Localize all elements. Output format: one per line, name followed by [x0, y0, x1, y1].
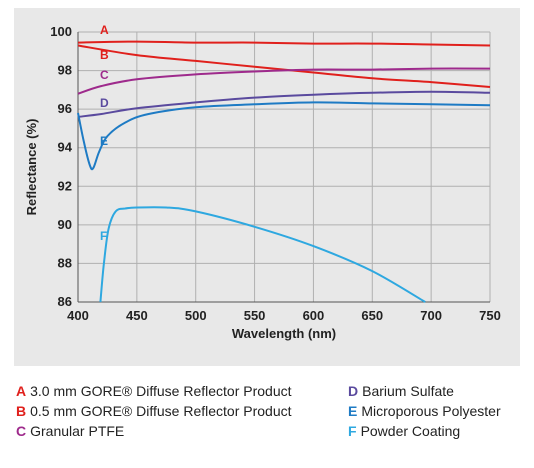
legend-marker-b: B	[16, 403, 27, 419]
legend-marker-a: A	[16, 383, 27, 399]
legend-marker-d: D	[348, 383, 359, 399]
legend-label-c: Granular PTFE	[30, 423, 125, 439]
series-tag-c: C	[100, 68, 109, 82]
x-tick-label-500: 500	[185, 308, 207, 323]
series-tag-e: E	[100, 134, 108, 148]
series-line-c	[77, 67, 491, 95]
x-tick-label-600: 600	[303, 308, 325, 323]
x-tick-label-650: 650	[361, 308, 383, 323]
legend-item-c: C Granular PTFE	[16, 422, 124, 440]
y-tick-label-86: 86	[58, 294, 72, 309]
legend-item-e: E Microporous Polyester	[348, 402, 501, 420]
tick-labels: 86 88 90 92 94 96 98 100 400 450 500 550 600 650 700 75…	[50, 24, 501, 323]
legend-label-e: Microporous Polyester	[361, 403, 501, 419]
series-line-a	[77, 40, 491, 47]
series-line-b	[77, 44, 491, 88]
series-line-f	[99, 206, 426, 303]
y-tick-label-92: 92	[58, 178, 72, 193]
y-tick-label-98: 98	[58, 63, 72, 78]
x-tick-label-750: 750	[479, 308, 501, 323]
x-axis-title: Wavelength (nm)	[232, 326, 336, 341]
legend-label-f: Powder Coating	[360, 423, 461, 439]
x-tick-label-700: 700	[420, 308, 442, 323]
legend-marker-e: E	[348, 403, 358, 419]
legend-item-b: B 0.5 mm GORE® Diffuse Reflector Product	[16, 402, 292, 420]
chart-panel: 86 88 90 92 94 96 98 100 400 450 500 550 600 650 700 75…	[14, 8, 520, 366]
legend-marker-f: F	[348, 423, 357, 439]
series-line-d	[77, 90, 491, 118]
x-tick-label-400: 400	[67, 308, 89, 323]
legend-label-b: 0.5 mm GORE® Diffuse Reflector Product	[30, 403, 292, 419]
y-tick-label-88: 88	[58, 255, 72, 270]
series-tag-f: F	[100, 229, 107, 243]
legend: A 3.0 mm GORE® Diffuse Reflector Product …	[16, 380, 526, 460]
series-tag-a: A	[100, 23, 109, 37]
y-tick-label-100: 100	[50, 24, 72, 39]
legend-label-d: Barium Sulfate	[362, 383, 454, 399]
x-tick-label-550: 550	[244, 308, 266, 323]
series-layer	[77, 40, 491, 303]
reflectance-chart: 86 88 90 92 94 96 98 100 400 450 500 550 600 650 700 75…	[24, 23, 501, 341]
y-tick-label-90: 90	[58, 217, 72, 232]
legend-item-a: A 3.0 mm GORE® Diffuse Reflector Product	[16, 382, 292, 400]
legend-item-d: D Barium Sulfate	[348, 382, 454, 400]
grid	[77, 31, 491, 303]
series-tag-b: B	[100, 48, 109, 62]
series-tag-d: D	[100, 96, 109, 110]
y-tick-label-94: 94	[58, 140, 73, 155]
y-tick-label-96: 96	[58, 101, 72, 116]
legend-label-a: 3.0 mm GORE® Diffuse Reflector Product	[30, 383, 292, 399]
legend-item-f: F Powder Coating	[348, 422, 460, 440]
y-axis-title: Reflectance (%)	[24, 119, 39, 216]
x-tick-label-450: 450	[126, 308, 148, 323]
legend-marker-c: C	[16, 423, 27, 439]
series-line-e	[77, 101, 491, 171]
